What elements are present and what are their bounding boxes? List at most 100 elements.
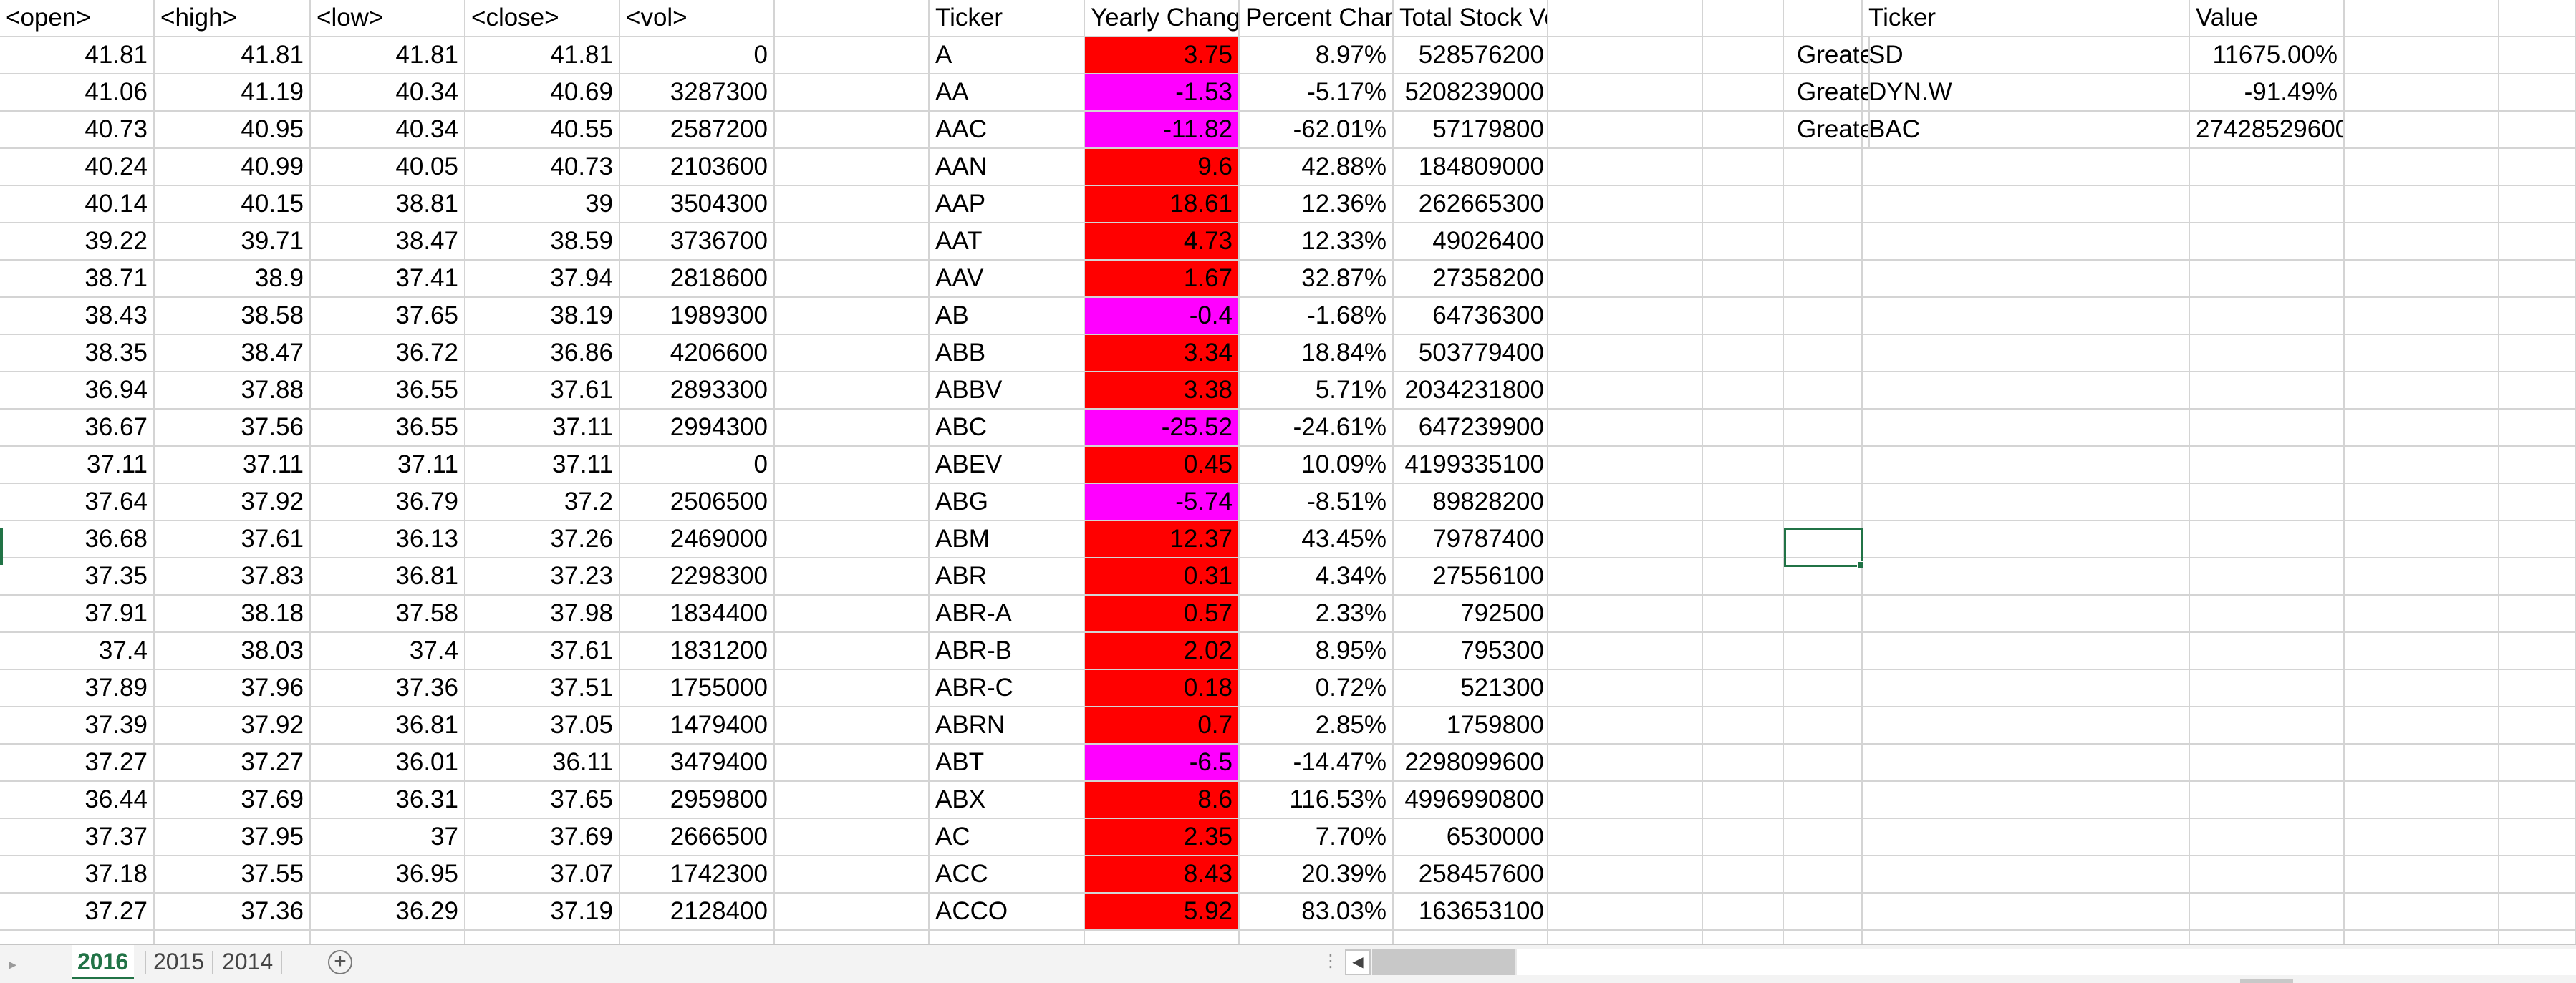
grid-cell[interactable] (1548, 819, 1703, 856)
grid-cell[interactable] (2190, 410, 2345, 447)
value-cell[interactable]: 40.34 (311, 112, 465, 149)
total-volume-cell[interactable]: 647239900 (1394, 410, 1548, 447)
value-cell[interactable]: 37.26 (465, 521, 620, 558)
grid-cell[interactable] (1863, 931, 2190, 944)
grid-cell[interactable] (2190, 447, 2345, 484)
value-cell[interactable]: 36.29 (311, 894, 465, 931)
grid-cell[interactable] (1548, 707, 1703, 745)
grid-cell[interactable] (2190, 670, 2345, 707)
ticker-cell[interactable]: ABM (930, 521, 1085, 558)
total-volume-cell[interactable]: 79787400 (1394, 521, 1548, 558)
value-cell[interactable]: 40.34 (311, 74, 465, 112)
grid-cell[interactable] (2345, 707, 2499, 745)
value-cell[interactable]: 36.79 (311, 484, 465, 521)
column-header-cell[interactable]: <high> (155, 0, 311, 37)
yearly-change-cell[interactable]: 2.02 (1085, 633, 1240, 670)
value-cell[interactable]: 37.11 (465, 447, 620, 484)
value-cell[interactable]: 41.06 (0, 74, 155, 112)
percent-change-cell[interactable]: 2.33% (1240, 596, 1394, 633)
grid-cell[interactable] (1548, 261, 1703, 298)
grid-cell[interactable] (1784, 931, 1863, 944)
value-cell[interactable]: 37.11 (465, 410, 620, 447)
grid-cell[interactable] (1703, 37, 1784, 74)
grid-cell[interactable] (2190, 484, 2345, 521)
value-cell[interactable]: 38.81 (311, 186, 465, 223)
total-volume-cell[interactable]: 2034231800 (1394, 372, 1548, 410)
grid-cell[interactable] (2190, 298, 2345, 335)
grid-cell[interactable] (465, 931, 620, 944)
column-header-cell[interactable]: Total Stock Volume (1394, 0, 1548, 37)
grid-cell[interactable] (1863, 856, 2190, 894)
grid-cell[interactable] (1703, 186, 1784, 223)
value-cell[interactable]: 37.95 (155, 819, 311, 856)
grid-cell[interactable] (775, 782, 930, 819)
grid-cell[interactable] (1863, 223, 2190, 261)
grid-cell[interactable] (1784, 0, 1863, 37)
grid-cell[interactable] (2345, 447, 2499, 484)
yearly-change-cell[interactable]: 8.43 (1085, 856, 1240, 894)
value-cell[interactable]: 1742300 (620, 856, 775, 894)
grid-cell[interactable] (775, 856, 930, 894)
summary-label-cell[interactable]: Greatest Percent Increase (1791, 37, 1870, 74)
total-volume-cell[interactable]: 258457600 (1394, 856, 1548, 894)
total-volume-cell[interactable]: 2298099600 (1394, 745, 1548, 782)
grid-cell[interactable] (2345, 410, 2499, 447)
value-cell[interactable]: 38.03 (155, 633, 311, 670)
value-cell[interactable]: 36.01 (311, 745, 465, 782)
total-volume-cell[interactable]: 64736300 (1394, 298, 1548, 335)
grid-cell[interactable] (775, 186, 930, 223)
percent-change-cell[interactable]: -62.01% (1240, 112, 1394, 149)
value-cell[interactable]: 37.61 (155, 521, 311, 558)
total-volume-cell[interactable]: 6530000 (1394, 819, 1548, 856)
column-header-cell[interactable]: Percent Char (1240, 0, 1394, 37)
grid-cell[interactable] (2190, 186, 2345, 223)
summary-header-ticker[interactable]: Ticker (1863, 0, 2190, 37)
percent-change-cell[interactable]: -1.68% (1240, 298, 1394, 335)
percent-change-cell[interactable]: 2.85% (1240, 707, 1394, 745)
grid-cell[interactable] (1703, 856, 1784, 894)
grid-cell[interactable] (2499, 223, 2576, 261)
grid-cell[interactable] (2190, 335, 2345, 372)
yearly-change-cell[interactable]: 1.67 (1085, 261, 1240, 298)
grid-cell[interactable] (1548, 782, 1703, 819)
summary-header-value[interactable]: Value (2190, 0, 2345, 37)
grid-cell[interactable] (775, 223, 930, 261)
grid-cell[interactable] (1394, 931, 1548, 944)
value-cell[interactable]: 37.39 (0, 707, 155, 745)
value-cell[interactable]: 37.36 (155, 894, 311, 931)
value-cell[interactable]: 2587200 (620, 112, 775, 149)
value-cell[interactable]: 37.91 (0, 596, 155, 633)
value-cell[interactable]: 37.61 (465, 633, 620, 670)
grid-cell[interactable] (311, 931, 465, 944)
value-cell[interactable]: 37.61 (465, 372, 620, 410)
value-cell[interactable]: 37.56 (155, 410, 311, 447)
grid-cell[interactable] (2345, 298, 2499, 335)
value-cell[interactable]: 36.11 (465, 745, 620, 782)
value-cell[interactable]: 2666500 (620, 819, 775, 856)
column-header-cell[interactable]: Ticker (930, 0, 1085, 37)
percent-change-cell[interactable]: 43.45% (1240, 521, 1394, 558)
grid-cell[interactable] (1703, 372, 1784, 410)
grid-cell[interactable] (1863, 447, 2190, 484)
grid-cell[interactable] (1548, 186, 1703, 223)
yearly-change-cell[interactable]: 4.73 (1085, 223, 1240, 261)
percent-change-cell[interactable]: 18.84% (1240, 335, 1394, 372)
grid-cell[interactable] (2190, 819, 2345, 856)
grid-cell[interactable] (1703, 782, 1784, 819)
value-cell[interactable]: 1755000 (620, 670, 775, 707)
value-cell[interactable]: 41.81 (155, 37, 311, 74)
grid-cell[interactable] (1784, 298, 1863, 335)
percent-change-cell[interactable]: -8.51% (1240, 484, 1394, 521)
grid-cell[interactable] (1784, 633, 1863, 670)
grid-cell[interactable] (2499, 931, 2576, 944)
grid-cell[interactable] (1548, 856, 1703, 894)
grid-cell[interactable] (1703, 707, 1784, 745)
grid-cell[interactable] (2345, 894, 2499, 931)
grid-cell[interactable] (2190, 894, 2345, 931)
value-cell[interactable]: 37.98 (465, 596, 620, 633)
value-cell[interactable]: 1831200 (620, 633, 775, 670)
total-volume-cell[interactable]: 4199335100 (1394, 447, 1548, 484)
grid-cell[interactable] (1863, 149, 2190, 186)
value-cell[interactable]: 3287300 (620, 74, 775, 112)
grid-cell[interactable] (1548, 112, 1703, 149)
